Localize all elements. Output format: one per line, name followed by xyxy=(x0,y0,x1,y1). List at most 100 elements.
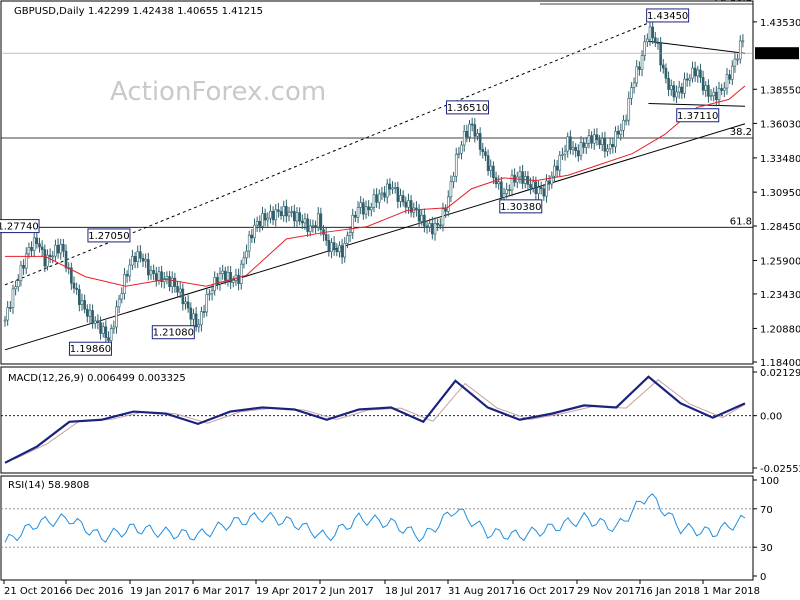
candle-body xyxy=(529,184,532,189)
candle-body xyxy=(218,273,222,285)
macd-tick-label: 0.021297 xyxy=(760,368,800,379)
candle-body xyxy=(539,187,543,190)
candle-body xyxy=(247,234,251,252)
pivot-box xyxy=(151,325,195,340)
candle-body xyxy=(643,41,646,56)
candle-body xyxy=(348,232,352,236)
candle-body xyxy=(48,254,52,257)
candle-body xyxy=(423,214,426,227)
candle-body xyxy=(592,134,596,144)
candle-body xyxy=(205,293,209,313)
time-tick-label: 31 Aug 2017 xyxy=(448,586,512,597)
candle-body xyxy=(59,244,63,254)
candle-body xyxy=(611,143,615,148)
rsi-panel xyxy=(0,475,754,581)
candle-body xyxy=(383,192,386,198)
candle-body xyxy=(136,251,140,262)
candle-body xyxy=(542,188,546,197)
candle-body xyxy=(96,320,100,323)
candle-body xyxy=(157,271,161,281)
candle-body xyxy=(245,250,248,259)
candle-body xyxy=(518,171,522,178)
time-tick-label: 16 Jan 2018 xyxy=(640,586,700,597)
candle-body xyxy=(340,245,344,258)
candle-body xyxy=(388,183,392,190)
price-tick-label: 1.25900 xyxy=(760,256,800,267)
candle-body xyxy=(216,277,219,285)
candle-body xyxy=(635,66,639,84)
candle-body xyxy=(683,78,686,94)
pivot-label: 1.21080 xyxy=(153,328,194,339)
candle-body xyxy=(186,301,190,309)
candle-body xyxy=(502,193,506,198)
candle-body xyxy=(266,217,270,221)
candle-body xyxy=(287,211,291,217)
candle-body xyxy=(43,249,47,267)
candle-body xyxy=(619,129,623,135)
candle-body xyxy=(465,131,469,138)
pivot-label: 1.27740 xyxy=(0,222,39,233)
candle-body xyxy=(372,194,376,208)
candle-body xyxy=(290,211,293,213)
candle-body xyxy=(741,40,745,43)
pivot-label: 1.19860 xyxy=(70,344,111,355)
candle-body xyxy=(64,250,68,269)
candle-body xyxy=(624,119,628,122)
current-price-box xyxy=(755,47,799,60)
candle-body xyxy=(685,78,689,81)
candle-body xyxy=(571,147,575,150)
candle-body xyxy=(439,224,442,227)
macd-tick-label: -0.025526 xyxy=(760,464,800,475)
candle-body xyxy=(295,212,299,222)
candle-body xyxy=(269,210,272,219)
time-tick-label: 6 Dec 2016 xyxy=(66,586,124,597)
candle-body xyxy=(72,282,76,289)
candle-body xyxy=(131,256,134,266)
candle-body xyxy=(27,247,31,255)
candle-body xyxy=(553,165,556,177)
time-tick-label: 18 Jul 2017 xyxy=(385,586,442,597)
candle-body xyxy=(696,69,700,77)
candle-body xyxy=(99,322,102,334)
candle-body xyxy=(123,274,126,294)
candle-body xyxy=(579,142,583,157)
fib-levels: FE 61.8 38.2 61.8 xyxy=(1,0,753,228)
time-tick-label: 19 Apr 2017 xyxy=(256,586,318,597)
candle-body xyxy=(242,257,246,265)
candle-body xyxy=(6,307,9,321)
pivot-box xyxy=(446,100,490,115)
candle-body xyxy=(271,210,275,221)
price-tick-label: 1.30950 xyxy=(760,188,800,199)
candle-body xyxy=(659,43,662,66)
candle-body xyxy=(486,155,490,171)
candle-body xyxy=(202,311,206,313)
candle-body xyxy=(237,274,240,284)
symbol-label: GBPUSD,Daily xyxy=(14,6,85,17)
candle-body xyxy=(258,221,262,227)
time-tick-label: 16 Oct 2017 xyxy=(513,586,575,597)
candle-body xyxy=(664,67,668,79)
pivot-box xyxy=(499,199,543,214)
candle-body xyxy=(733,58,737,67)
price-tick-label: 1.18400 xyxy=(760,358,800,369)
candle-body xyxy=(93,320,97,324)
candle-body xyxy=(141,257,145,262)
candle-body xyxy=(14,286,17,290)
time-tick-label: 6 Mar 2017 xyxy=(193,586,250,597)
candle-body xyxy=(563,150,567,155)
candle-body xyxy=(316,213,320,228)
candle-body xyxy=(691,67,694,79)
current-price-label: 1.41215 xyxy=(758,49,799,60)
candle-body xyxy=(279,211,283,216)
candle-body xyxy=(457,152,461,155)
macd-line xyxy=(4,375,746,464)
candle-body xyxy=(393,187,397,189)
candle-body xyxy=(303,218,307,224)
price-tick-label: 1.23430 xyxy=(760,290,800,301)
candle-body xyxy=(656,42,660,45)
candle-body xyxy=(343,243,347,258)
candle-body xyxy=(720,88,723,91)
candle-body xyxy=(723,87,726,91)
candle-body xyxy=(454,154,458,177)
candle-body xyxy=(210,290,214,295)
